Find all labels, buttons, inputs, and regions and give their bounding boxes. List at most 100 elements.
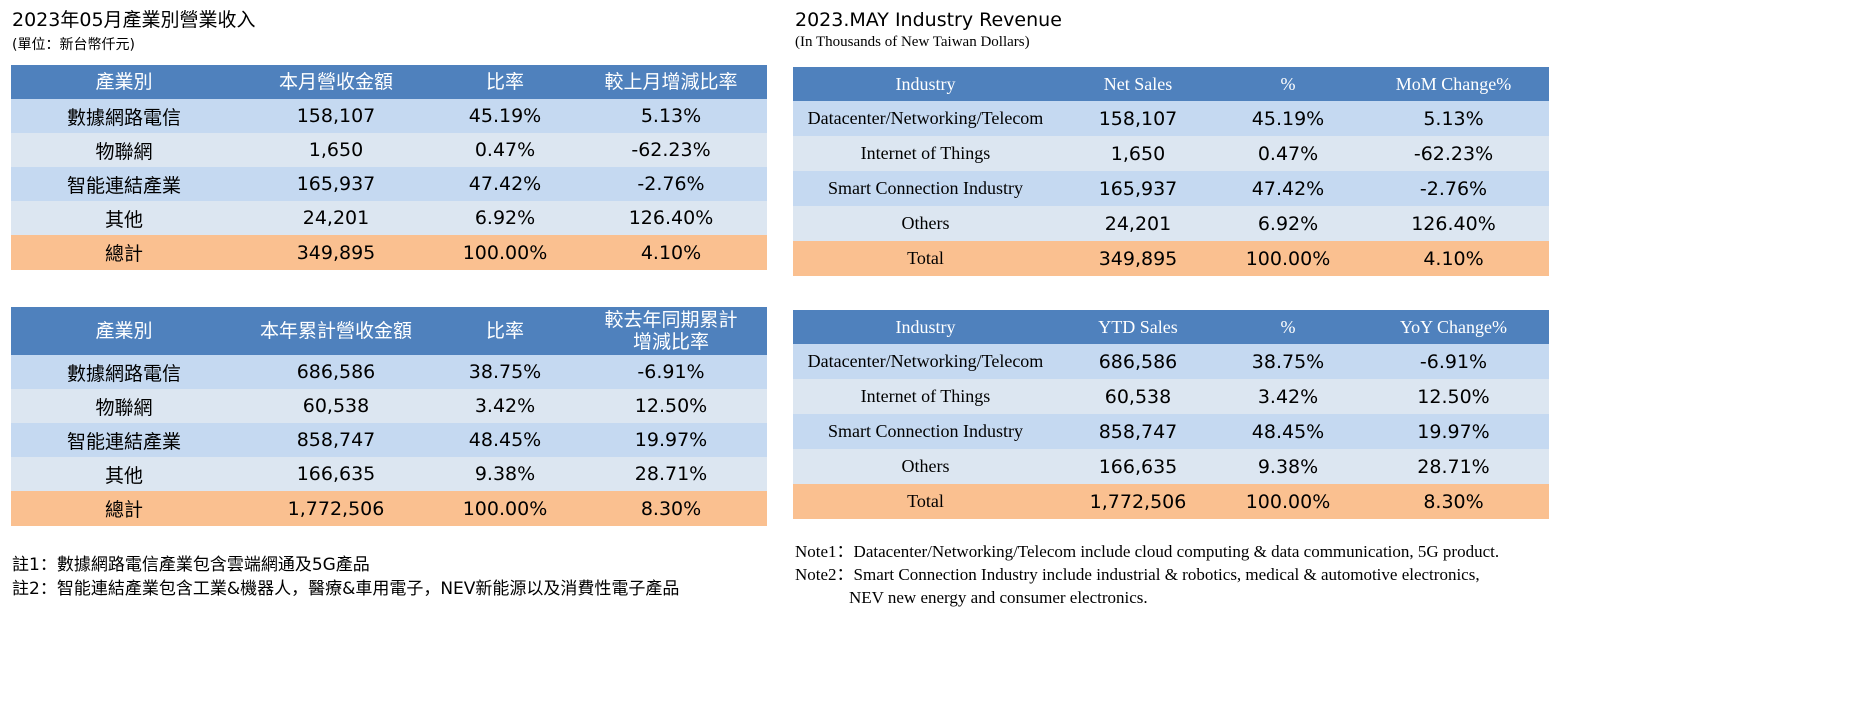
industry-cell: 智能連結產業 <box>11 423 237 457</box>
table-row: Smart Connection Industry 165,937 47.42%… <box>793 171 1549 206</box>
en-monthly-table: Industry Net Sales % MoM Change% Datacen… <box>793 67 1549 276</box>
ratio-cell: 0.47% <box>435 133 575 167</box>
table-row: 物聯網 1,650 0.47% -62.23% <box>11 133 767 167</box>
column-header-line: 較去年同期累計 <box>604 309 738 331</box>
sales-cell: 60,538 <box>1058 379 1218 414</box>
change-cell: 5.13% <box>1358 101 1549 136</box>
industry-cell: Smart Connection Industry <box>793 414 1058 449</box>
ratio-cell: 45.19% <box>1218 101 1358 136</box>
industry-cell: 總計 <box>11 235 237 270</box>
sales-cell: 166,635 <box>1058 449 1218 484</box>
change-cell: 126.40% <box>1358 206 1549 241</box>
en-note-2-continued: NEV new energy and consumer electronics. <box>849 588 1148 607</box>
ratio-cell: 47.42% <box>1218 171 1358 206</box>
table-total-row: 總計 1,772,506 100.00% 8.30% <box>11 491 767 526</box>
en-note-1: Note1：Datacenter/Networking/Telecom incl… <box>795 542 1500 561</box>
industry-cell: 數據網路電信 <box>11 99 237 133</box>
change-cell: -2.76% <box>1358 171 1549 206</box>
sales-cell: 858,747 <box>237 423 435 457</box>
change-cell: 8.30% <box>1358 484 1549 519</box>
change-cell: -6.91% <box>1358 344 1549 379</box>
ratio-cell: 38.75% <box>435 355 575 389</box>
industry-cell: 物聯網 <box>11 389 237 423</box>
sales-cell: 24,201 <box>1058 206 1218 241</box>
column-header: 本月營收金額 <box>237 65 435 99</box>
column-header: 比率 <box>435 307 575 355</box>
industry-cell: Smart Connection Industry <box>793 171 1058 206</box>
industry-cell: Total <box>793 241 1058 276</box>
industry-cell: Internet of Things <box>793 379 1058 414</box>
ratio-cell: 45.19% <box>435 99 575 133</box>
change-cell: -62.23% <box>575 133 767 167</box>
sales-cell: 686,586 <box>1058 344 1218 379</box>
sales-cell: 24,201 <box>237 201 435 235</box>
column-header-line: 增減比率 <box>632 331 709 353</box>
ratio-cell: 48.45% <box>435 423 575 457</box>
sales-cell: 1,772,506 <box>237 491 435 526</box>
column-header: Industry <box>793 310 1058 344</box>
ratio-cell: 100.00% <box>1218 241 1358 276</box>
en-title: 2023.MAY Industry Revenue <box>795 9 1062 31</box>
table-row: Smart Connection Industry 858,747 48.45%… <box>793 414 1549 449</box>
en-ytd-table: Industry YTD Sales % YoY Change% Datacen… <box>793 310 1549 519</box>
zh-note-1: 註1：數據網路電信產業包含雲端網通及5G產品 <box>12 555 370 575</box>
column-header: Industry <box>793 67 1058 101</box>
column-header: 產業別 <box>11 65 237 99</box>
table-header-row: 產業別 本月營收金額 比率 較上月增減比率 <box>11 65 767 99</box>
ratio-cell: 6.92% <box>435 201 575 235</box>
column-header: 產業別 <box>11 307 237 355</box>
table-row: 其他 24,201 6.92% 126.40% <box>11 201 767 235</box>
sales-cell: 165,937 <box>1058 171 1218 206</box>
table-header-row: 產業別 本年累計營收金額 比率 較去年同期累計 增減比率 <box>11 307 767 355</box>
industry-cell: Datacenter/Networking/Telecom <box>793 344 1058 379</box>
sales-cell: 1,650 <box>237 133 435 167</box>
ratio-cell: 6.92% <box>1218 206 1358 241</box>
column-header: % <box>1218 310 1358 344</box>
change-cell: 12.50% <box>575 389 767 423</box>
zh-monthly-table: 產業別 本月營收金額 比率 較上月增減比率 數據網路電信 158,107 45.… <box>11 65 767 270</box>
change-cell: 28.71% <box>575 457 767 491</box>
ratio-cell: 100.00% <box>435 491 575 526</box>
table-row: Others 166,635 9.38% 28.71% <box>793 449 1549 484</box>
table-row: Datacenter/Networking/Telecom 158,107 45… <box>793 101 1549 136</box>
industry-cell: 總計 <box>11 491 237 526</box>
column-header: % <box>1218 67 1358 101</box>
industry-cell: Internet of Things <box>793 136 1058 171</box>
industry-cell: Datacenter/Networking/Telecom <box>793 101 1058 136</box>
industry-cell: Total <box>793 484 1058 519</box>
sales-cell: 158,107 <box>237 99 435 133</box>
ratio-cell: 0.47% <box>1218 136 1358 171</box>
sales-cell: 349,895 <box>1058 241 1218 276</box>
change-cell: 12.50% <box>1358 379 1549 414</box>
industry-cell: 智能連結產業 <box>11 167 237 201</box>
zh-note-2: 註2：智能連結產業包含工業&機器人，醫療&車用電子，NEV新能源以及消費性電子產… <box>12 579 680 599</box>
change-cell: 126.40% <box>575 201 767 235</box>
ratio-cell: 9.38% <box>435 457 575 491</box>
column-header: Net Sales <box>1058 67 1218 101</box>
column-header: YoY Change% <box>1358 310 1549 344</box>
ratio-cell: 3.42% <box>435 389 575 423</box>
industry-cell: 物聯網 <box>11 133 237 167</box>
change-cell: 19.97% <box>1358 414 1549 449</box>
change-cell: -2.76% <box>575 167 767 201</box>
en-unit-label: (In Thousands of New Taiwan Dollars) <box>795 34 1030 50</box>
zh-title: 2023年05月產業別營業收入 <box>12 9 256 31</box>
sales-cell: 686,586 <box>237 355 435 389</box>
table-row: 數據網路電信 158,107 45.19% 5.13% <box>11 99 767 133</box>
column-header: 本年累計營收金額 <box>237 307 435 355</box>
column-header: MoM Change% <box>1358 67 1549 101</box>
table-row: 智能連結產業 165,937 47.42% -2.76% <box>11 167 767 201</box>
industry-cell: Others <box>793 449 1058 484</box>
industry-cell: 數據網路電信 <box>11 355 237 389</box>
table-row: 物聯網 60,538 3.42% 12.50% <box>11 389 767 423</box>
industry-cell: 其他 <box>11 201 237 235</box>
table-row: Internet of Things 1,650 0.47% -62.23% <box>793 136 1549 171</box>
table-row: 其他 166,635 9.38% 28.71% <box>11 457 767 491</box>
sales-cell: 165,937 <box>237 167 435 201</box>
sales-cell: 1,650 <box>1058 136 1218 171</box>
change-cell: -62.23% <box>1358 136 1549 171</box>
ratio-cell: 38.75% <box>1218 344 1358 379</box>
table-header-row: Industry Net Sales % MoM Change% <box>793 67 1549 101</box>
sales-cell: 60,538 <box>237 389 435 423</box>
ratio-cell: 48.45% <box>1218 414 1358 449</box>
